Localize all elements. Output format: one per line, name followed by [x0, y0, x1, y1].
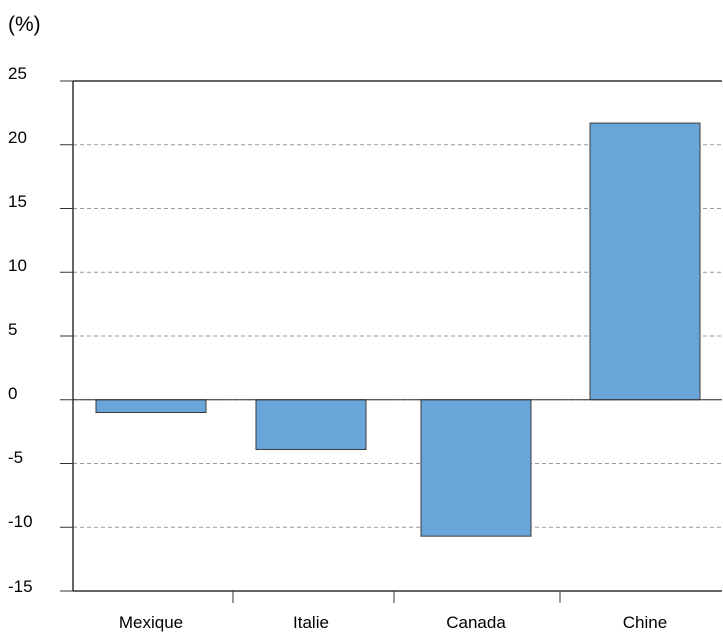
axis-ticks — [60, 80, 73, 592]
y-tick-label: 0 — [8, 384, 17, 403]
bar — [589, 122, 701, 401]
y-tick-label: 20 — [8, 128, 27, 147]
bars — [73, 122, 722, 537]
x-category-label: Canada — [446, 613, 506, 632]
x-category-labels: Mexique Italie Canada Chine — [119, 613, 667, 632]
y-tick-label: 10 — [8, 256, 27, 275]
y-tick-labels: 25 20 15 10 5 0 -5 -10 -15 — [8, 64, 33, 596]
bar — [420, 399, 532, 537]
y-unit-label: (%) — [8, 13, 41, 36]
axes-frame — [72, 80, 722, 603]
x-category-label: Italie — [293, 613, 329, 632]
y-tick-label: -15 — [8, 577, 33, 596]
y-tick-label: -10 — [8, 512, 33, 531]
y-tick-label: -5 — [8, 448, 23, 467]
bar — [255, 399, 367, 450]
bar — [95, 399, 207, 413]
y-tick-label: 15 — [8, 192, 27, 211]
x-category-label: Mexique — [119, 613, 183, 632]
y-tick-label: 5 — [8, 320, 17, 339]
y-tick-label: 25 — [8, 64, 27, 83]
x-category-label: Chine — [623, 613, 667, 632]
